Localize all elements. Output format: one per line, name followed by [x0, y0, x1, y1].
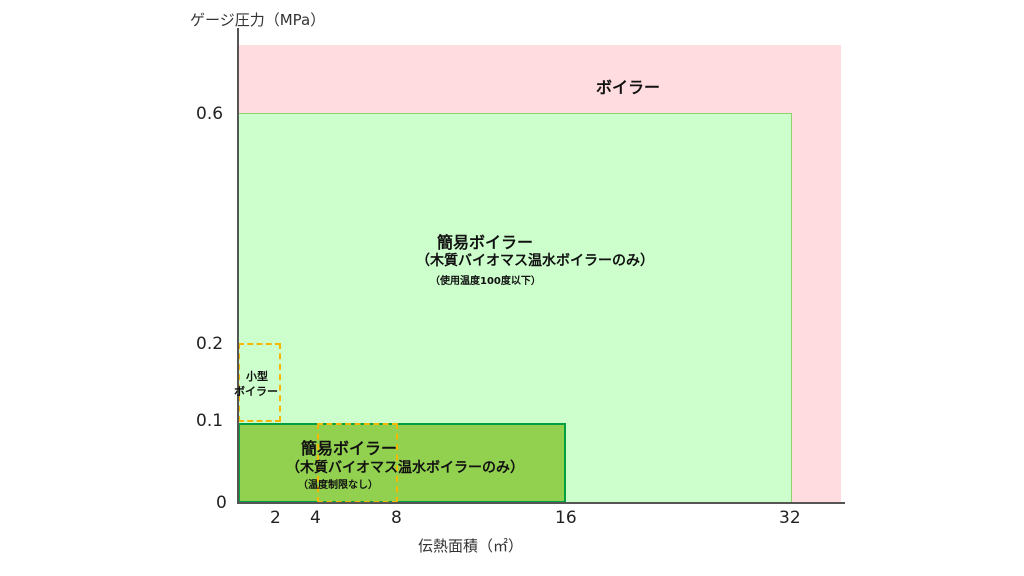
y-tick-label: 0 [216, 493, 227, 513]
simple-boiler-small-subtitle: （木質バイオマス温水ボイラーのみ） [286, 460, 524, 476]
x-tick-label: 4 [310, 508, 321, 528]
x-tick-label: 8 [391, 508, 402, 528]
x-tick-label: 2 [270, 508, 281, 528]
y-tick-label: 0.1 [196, 411, 224, 431]
small-boiler-region [238, 343, 281, 422]
x-tick-label: 32 [779, 508, 801, 528]
boiler-label: ボイラー [596, 78, 661, 97]
simple-boiler-large-subtitle: （木質バイオマス温水ボイラーのみ） [416, 253, 654, 269]
x-tick-label: 16 [555, 508, 577, 528]
simple-boiler-small-note: （温度制限なし） [298, 480, 378, 491]
y-axis-line [237, 28, 239, 504]
y-axis-title: ゲージ圧力（MPa） [190, 11, 326, 29]
simple-boiler-large-note: （使用温度100度以下） [430, 276, 541, 287]
x-axis-line [237, 502, 845, 504]
y-tick-label: 0.2 [196, 334, 224, 354]
simple-boiler-small-title: 簡易ボイラー [301, 439, 398, 458]
x-axis-title: 伝熱面積（㎡） [418, 537, 524, 555]
simple-boiler-large-title: 簡易ボイラー [437, 233, 534, 252]
small-boiler-label-line1: 小型 [246, 370, 268, 383]
y-tick-label: 0.6 [196, 104, 224, 124]
small-boiler-label-line2: ボイラー [234, 385, 278, 398]
